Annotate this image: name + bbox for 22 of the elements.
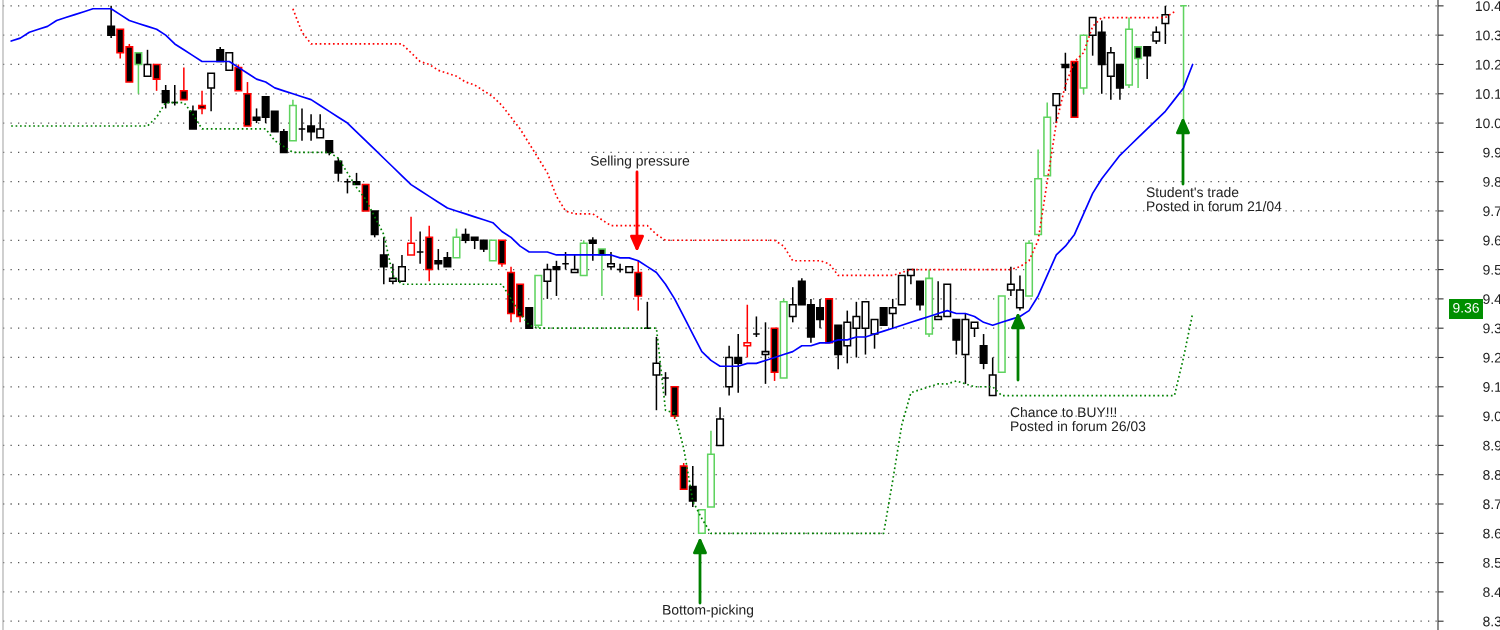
candlestick xyxy=(1052,93,1061,124)
candlestick xyxy=(179,66,188,101)
annotation: Chance to BUY!!! Posted in forum 26/03 xyxy=(1010,407,1146,432)
candlestick xyxy=(407,216,416,256)
candlestick xyxy=(915,280,925,312)
candlestick xyxy=(334,157,343,183)
candlestick xyxy=(497,239,506,268)
candlestick xyxy=(979,333,988,370)
annotation: Student's trade Posted in forum 21/04 xyxy=(1146,187,1282,212)
candlestick xyxy=(588,236,597,262)
candlestick xyxy=(197,90,207,116)
candlestick xyxy=(379,236,388,285)
candlestick xyxy=(452,227,461,259)
candlestick xyxy=(1161,5,1170,45)
annotation: Selling pressure xyxy=(590,155,690,169)
candlestick xyxy=(743,303,752,359)
candlestick xyxy=(207,72,216,113)
candlestick xyxy=(988,356,997,397)
text: 9.36 xyxy=(1453,302,1479,313)
candlestick xyxy=(488,239,497,262)
candlestick xyxy=(652,336,661,411)
annotation: Bottom-picking xyxy=(663,604,754,618)
